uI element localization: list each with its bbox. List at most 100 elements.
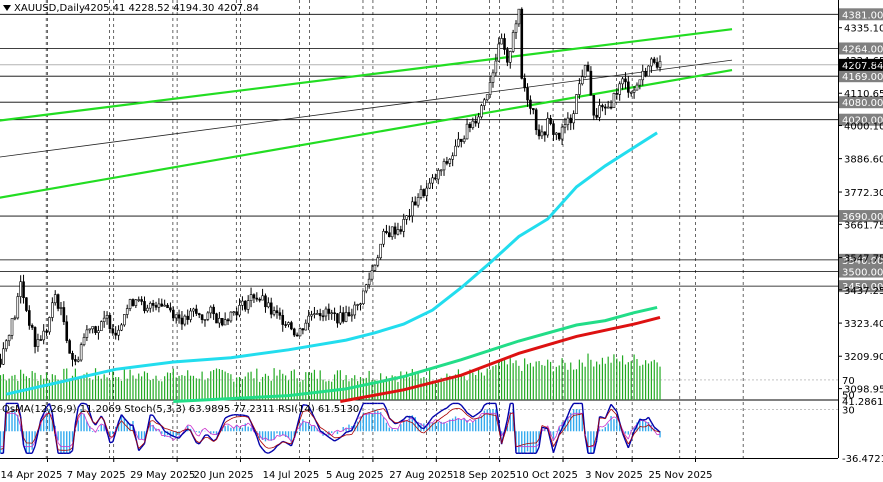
candle-body [385,231,388,234]
stoch-signal-segment [126,426,131,431]
stoch-signal-segment [625,437,629,445]
stoch-main-segment [322,432,327,436]
osma-bar [379,412,382,432]
rsi-segment [357,417,361,419]
stoch-signal-segment [553,440,557,447]
stoch-signal-segment [501,434,505,444]
stoch-signal-segment [115,424,119,432]
stoch-main-segment [117,414,123,423]
candle-body [413,201,417,206]
stoch-signal-segment [89,415,94,422]
stoch-main-segment [221,417,226,426]
stoch-signal-segment [72,427,76,448]
candle-body [652,58,656,63]
osma-bar [492,409,494,432]
stoch-main-segment [460,404,465,410]
stoch-signal-segment [184,428,188,431]
rsi-segment [239,424,243,428]
stoch-main-segment [483,402,488,406]
stoch-main-segment [259,444,264,450]
stoch-signal-segment [198,440,203,443]
rsi-segment [461,417,465,421]
osma-bar [296,431,298,434]
rsi-segment [302,421,306,423]
stoch-main-segment [564,415,569,423]
stoch-signal-segment [463,411,468,416]
stoch-main-segment [308,405,313,413]
stoch-signal-segment [100,416,105,421]
osma-bar [359,416,362,432]
stoch-main-segment [299,404,304,415]
candle-body [390,226,394,238]
volume-bar [526,364,529,400]
osma-bar [172,431,174,437]
stoch-signal-segment [23,437,27,444]
candle-body [76,359,80,362]
rsi-segment [95,426,99,433]
stoch-signal-segment [6,411,10,414]
candle-body [601,105,604,108]
candle-body [592,94,596,116]
volume-bar [584,366,586,400]
stoch-main-segment [132,425,137,439]
candle-body [166,304,169,309]
volume-bar [359,377,362,400]
volume-bar [636,359,638,400]
stoch-signal-segment [31,438,36,444]
price-axis[interactable]: 4335.10 4224.65 4110.65 4000.10 3886.60 3772.… [838,24,883,465]
candle-body [387,232,391,238]
osma-bar [325,431,327,433]
stoch-signal-segment [452,408,456,410]
volume-bar [443,381,445,400]
volume-bar [463,376,465,400]
stoch-main-segment [469,414,474,418]
osma-bar [198,431,200,433]
stoch-main-segment [478,410,482,414]
volume-bar [616,358,618,400]
triangle-down-icon[interactable] [3,5,11,11]
osma-bar [627,431,630,435]
candle-body [91,326,94,330]
osma-bar [284,431,287,438]
volume-bar [86,372,88,400]
rsi-segment [420,423,425,427]
candle-body [134,299,138,306]
stoch-signal-segment [584,435,589,447]
rsi-segment [54,428,59,443]
volume-bar [158,380,160,400]
rsi-segment [455,418,459,421]
osma-bar [552,431,555,439]
volume-bar [22,373,25,400]
osma-bar [129,423,131,432]
osma-bar [184,430,186,432]
candle-body [102,317,106,322]
stoch-signal-segment [259,439,263,444]
volume-bar [250,371,252,400]
volume-bar [276,375,278,400]
osma-bar [261,431,264,440]
stoch-signal-segment [622,431,626,439]
stoch-signal-segment [602,417,606,420]
stoch-main-segment [170,434,174,437]
candle-body [246,300,250,310]
rsi-segment [233,424,237,429]
osma-bar [526,431,529,452]
candle-body [431,177,434,184]
volume-bar [20,369,22,400]
rsi-segment [288,437,292,442]
moving-averages [5,131,661,403]
last-price-box [839,58,883,71]
candle-body [350,314,354,317]
volume-bar [204,380,206,400]
y-tick-label: 3098.95 [844,385,883,396]
indicator-header: OsMA(12,26,9) 11.2069 Stoch(5,3,3) 63.98… [2,404,359,415]
candle-body [480,105,483,118]
osma-bar [647,422,650,432]
osma-bar [374,409,376,432]
volume-bar [181,375,183,400]
stoch-signal-segment [414,425,419,430]
volume-bar [460,374,462,400]
stoch-signal-segment [296,419,301,429]
